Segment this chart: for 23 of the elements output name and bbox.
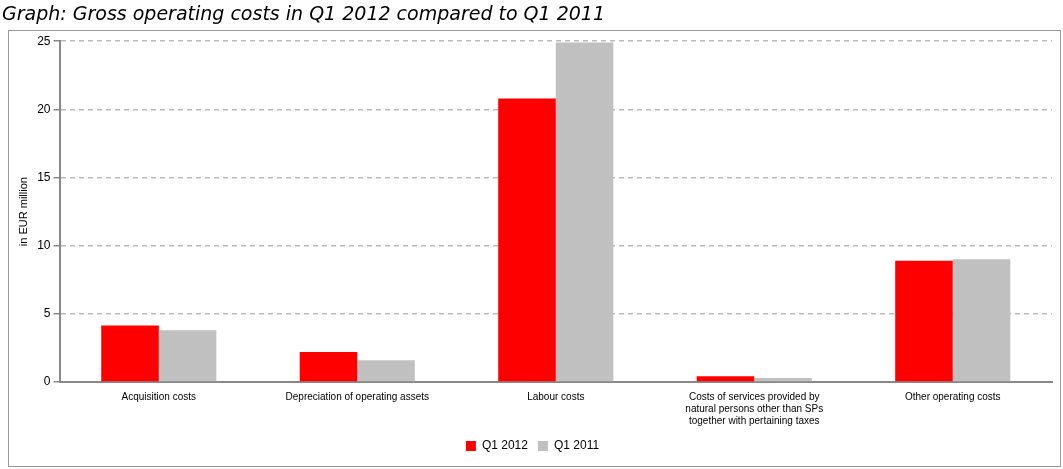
chart-title: Graph: Gross operating costs in Q1 2012 compared to Q1 2011 [1, 1, 607, 26]
bar [101, 325, 159, 382]
legend-label: Q1 2011 [553, 438, 600, 453]
x-tick-label: Depreciation of operating assets [285, 390, 429, 402]
x-tick-label: Costs of services provided by natural persons other than SPs together with pertaining taxes [685, 390, 824, 426]
bar [357, 360, 415, 382]
bar [158, 330, 217, 382]
y-tick-label: 5 [43, 306, 51, 321]
y-tick-label: 0 [43, 374, 51, 389]
y-tick-label: 25 [37, 33, 51, 48]
bar [498, 98, 556, 382]
x-tick-label: Labour costs [527, 390, 585, 402]
y-axis-title: in EUR million [16, 177, 29, 247]
y-tick-label: 20 [37, 101, 51, 116]
x-tick-label: Acquisition costs [121, 390, 197, 402]
x-tick-label: Other operating costs [904, 390, 1001, 402]
bar [299, 352, 358, 382]
legend-label: Q1 2012 [481, 438, 529, 453]
bar [754, 377, 812, 382]
bar [696, 376, 755, 382]
y-tick-label: 15 [37, 169, 51, 184]
y-tick-label: 10 [37, 237, 51, 252]
bar [895, 260, 953, 382]
